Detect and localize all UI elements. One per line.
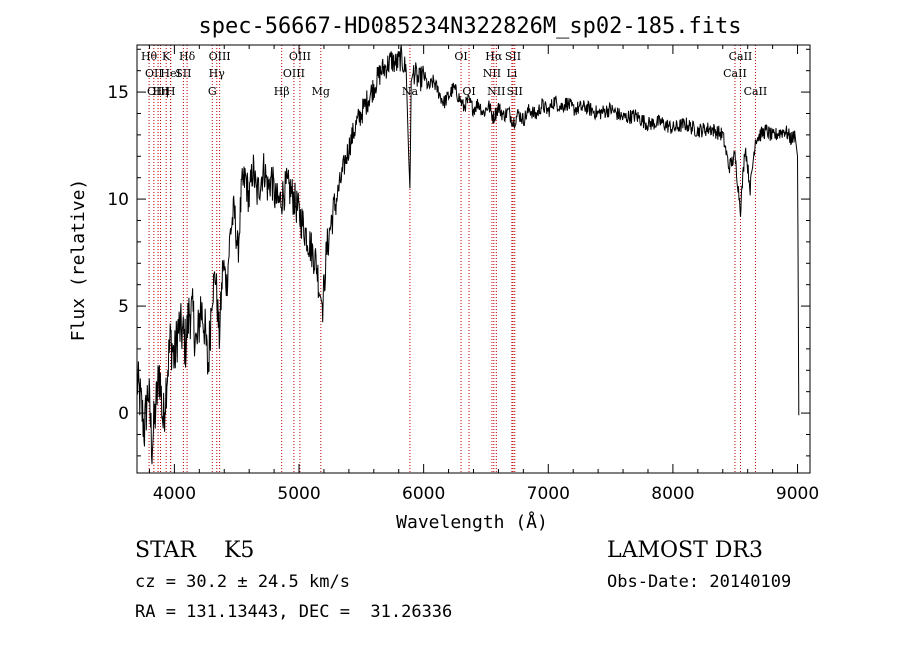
emission-line-markers — [148, 45, 756, 473]
line-label: HeI — [160, 67, 180, 80]
line-label: Hγ — [209, 67, 226, 80]
x-axis-label: Wavelength (Å) — [396, 511, 548, 533]
line-label: Mg — [312, 85, 330, 98]
line-label: OI — [462, 85, 475, 98]
x-tick-label: 7000 — [527, 484, 570, 504]
y-tick-label: 5 — [118, 297, 129, 317]
line-label: Hδ — [179, 50, 196, 63]
y-tick-label: 0 — [118, 404, 129, 424]
redshift-label: cz = 30.2 ± 24.5 km/s — [135, 572, 350, 592]
y-tick-label: 15 — [107, 83, 129, 103]
chart-title: spec-56667-HD085234N322826M_sp02-185.fit… — [198, 14, 741, 39]
survey-label: LAMOST DR3 — [607, 538, 763, 563]
obs-date-label: Obs-Date: 20140109 — [607, 572, 792, 592]
line-label: NII — [483, 67, 501, 80]
x-axis-ticks: 4000 5000 6000 7000 8000 9000 — [148, 45, 819, 504]
spectrum-line — [136, 45, 800, 465]
line-label: CaII — [729, 50, 753, 63]
line-label: SII — [507, 85, 523, 98]
coordinates-label: RA = 131.13443, DEC = 31.26336 — [135, 602, 453, 622]
x-tick-label: 9000 — [776, 484, 819, 504]
line-label: Na — [402, 85, 419, 98]
line-label: CaII — [723, 67, 747, 80]
line-label: Hα — [485, 50, 503, 63]
line-label: NII — [487, 85, 505, 98]
line-label: OIII — [209, 50, 231, 63]
y-tick-label: 10 — [107, 190, 129, 210]
line-label: Hθ — [141, 50, 158, 63]
line-labels: HθOIIOIIIHηKHeIHSIIHδGHγOIIIHβOIIIOIIIMg… — [141, 50, 767, 98]
x-tick-label: 5000 — [277, 484, 320, 504]
y-axis-ticks: 0 5 10 15 — [107, 48, 810, 457]
spectrum-series — [136, 45, 800, 465]
line-label: Li — [506, 67, 517, 80]
x-tick-label: 6000 — [402, 484, 445, 504]
line-label: Hη — [152, 85, 168, 98]
line-label: OIII — [289, 50, 311, 63]
line-label: SII — [175, 67, 191, 80]
y-axis-label: Flux (relative) — [68, 179, 89, 342]
line-label: SII — [505, 50, 521, 63]
line-label: CaII — [744, 85, 768, 98]
line-label: Hβ — [274, 85, 290, 98]
line-label: OIII — [283, 67, 305, 80]
star-class-label: STAR K5 — [135, 538, 255, 563]
line-label: OI — [454, 50, 467, 63]
line-label: H — [166, 85, 176, 98]
x-tick-label: 8000 — [651, 484, 694, 504]
line-label: G — [208, 85, 217, 98]
line-label: OIII — [147, 85, 169, 98]
x-tick-label: 4000 — [153, 484, 196, 504]
line-label: OII — [145, 67, 163, 80]
line-label: K — [162, 50, 171, 63]
